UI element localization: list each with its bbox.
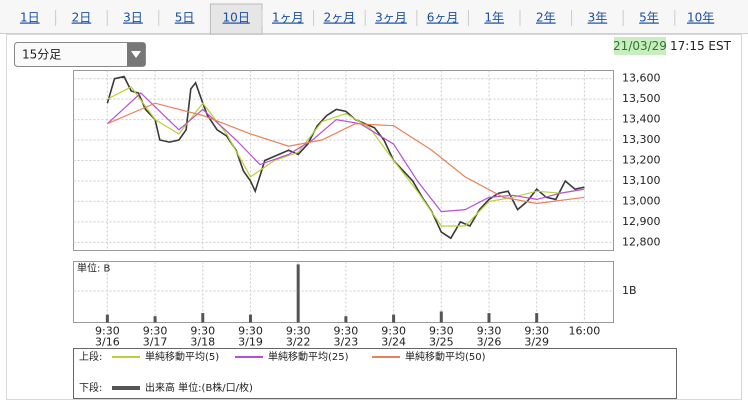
y-tick-label: 13,600 xyxy=(622,72,661,85)
timestamp-date: 21/03/29 xyxy=(613,39,667,53)
interval-label[interactable]: 15分足 xyxy=(22,48,61,62)
x-tick-date: 3/26 xyxy=(477,336,502,349)
tab[interactable]: 2ヶ月 xyxy=(324,11,356,25)
x-tick-date: 3/25 xyxy=(429,336,454,349)
x-tick-label: 9:30 xyxy=(334,325,359,338)
y-tick-label: 13,300 xyxy=(622,133,661,146)
tab[interactable]: 2年 xyxy=(536,11,556,25)
tab[interactable]: 10年 xyxy=(687,11,714,25)
legend-upper-label: 上段: xyxy=(79,350,102,363)
series-line xyxy=(107,102,585,205)
interval-select[interactable] xyxy=(14,42,146,67)
y-tick-label: 13,500 xyxy=(622,92,661,105)
tab-bar xyxy=(0,0,748,34)
x-tick-date: 3/22 xyxy=(286,336,311,349)
y-tick-label: 12,900 xyxy=(622,215,661,228)
volume-bar xyxy=(296,264,300,323)
tab[interactable]: 1日 xyxy=(20,11,40,25)
tab[interactable]: 3ヶ月 xyxy=(375,11,407,25)
x-tick-date: 3/24 xyxy=(381,336,406,349)
select-arrow xyxy=(131,51,141,58)
unit-label: 単位: B xyxy=(77,262,111,275)
x-tick-label: 9:30 xyxy=(238,325,263,338)
tab[interactable]: 3年 xyxy=(588,11,608,25)
x-tick-date: 3/29 xyxy=(524,336,549,349)
tab[interactable]: 3日 xyxy=(123,11,143,25)
tab[interactable]: 1年 xyxy=(484,11,504,25)
volume-bar xyxy=(248,314,252,323)
legend-label: 単純移動平均(50) xyxy=(405,350,486,363)
x-tick-date: 3/16 xyxy=(95,336,120,349)
volume-bar xyxy=(153,316,157,323)
legend-label: 単純移動平均(25) xyxy=(268,350,349,363)
x-tick-label: 9:30 xyxy=(190,325,215,338)
y-tick-label: 12,800 xyxy=(622,235,661,248)
x-tick-label: 9:30 xyxy=(143,325,168,338)
legend-label: 出来高 単位:(B株/口/枚) xyxy=(145,381,253,394)
x-tick-label: 9:30 xyxy=(286,325,311,338)
legend-label: 単純移動平均(5) xyxy=(145,350,219,363)
volume-bar xyxy=(201,313,205,323)
tab[interactable]: 2日 xyxy=(72,11,92,25)
volume-bar xyxy=(105,314,109,323)
x-tick-label: 16:00 xyxy=(569,325,601,338)
x-tick-label: 9:30 xyxy=(477,325,502,338)
x-tick-label: 9:30 xyxy=(429,325,454,338)
volume-bar xyxy=(344,316,348,323)
x-tick-label: 9:30 xyxy=(95,325,120,338)
y-tick-label: 13,200 xyxy=(622,154,661,167)
x-tick-label: 9:30 xyxy=(524,325,549,338)
x-tick-date: 3/17 xyxy=(143,336,168,349)
volume-bar xyxy=(439,311,443,323)
y-tick-label: 13,100 xyxy=(622,174,661,187)
x-tick-date: 3/23 xyxy=(334,336,359,349)
volume-plot-frame xyxy=(73,261,614,323)
x-tick-label: 9:30 xyxy=(381,325,406,338)
series-line xyxy=(106,75,585,240)
volume-bar xyxy=(535,313,539,323)
y-tick-label: 13,000 xyxy=(622,194,661,207)
x-tick-date: 3/19 xyxy=(238,336,263,349)
tab[interactable]: 1ヶ月 xyxy=(272,11,304,25)
tab[interactable]: 10日 xyxy=(223,11,250,25)
tab[interactable]: 5年 xyxy=(639,11,659,25)
volume-bar xyxy=(392,314,396,323)
timestamp-time: 17:15 EST xyxy=(670,39,732,53)
date-highlight xyxy=(614,37,666,55)
tab[interactable]: 6ヶ月 xyxy=(427,11,459,25)
volume-bar xyxy=(487,313,491,323)
tab[interactable]: 5日 xyxy=(175,11,195,25)
y-tick-label: 13,400 xyxy=(622,113,661,126)
x-tick-date: 3/18 xyxy=(190,336,215,349)
y-tick-label: 1B xyxy=(622,284,637,297)
legend-lower-label: 下段: xyxy=(79,381,102,394)
